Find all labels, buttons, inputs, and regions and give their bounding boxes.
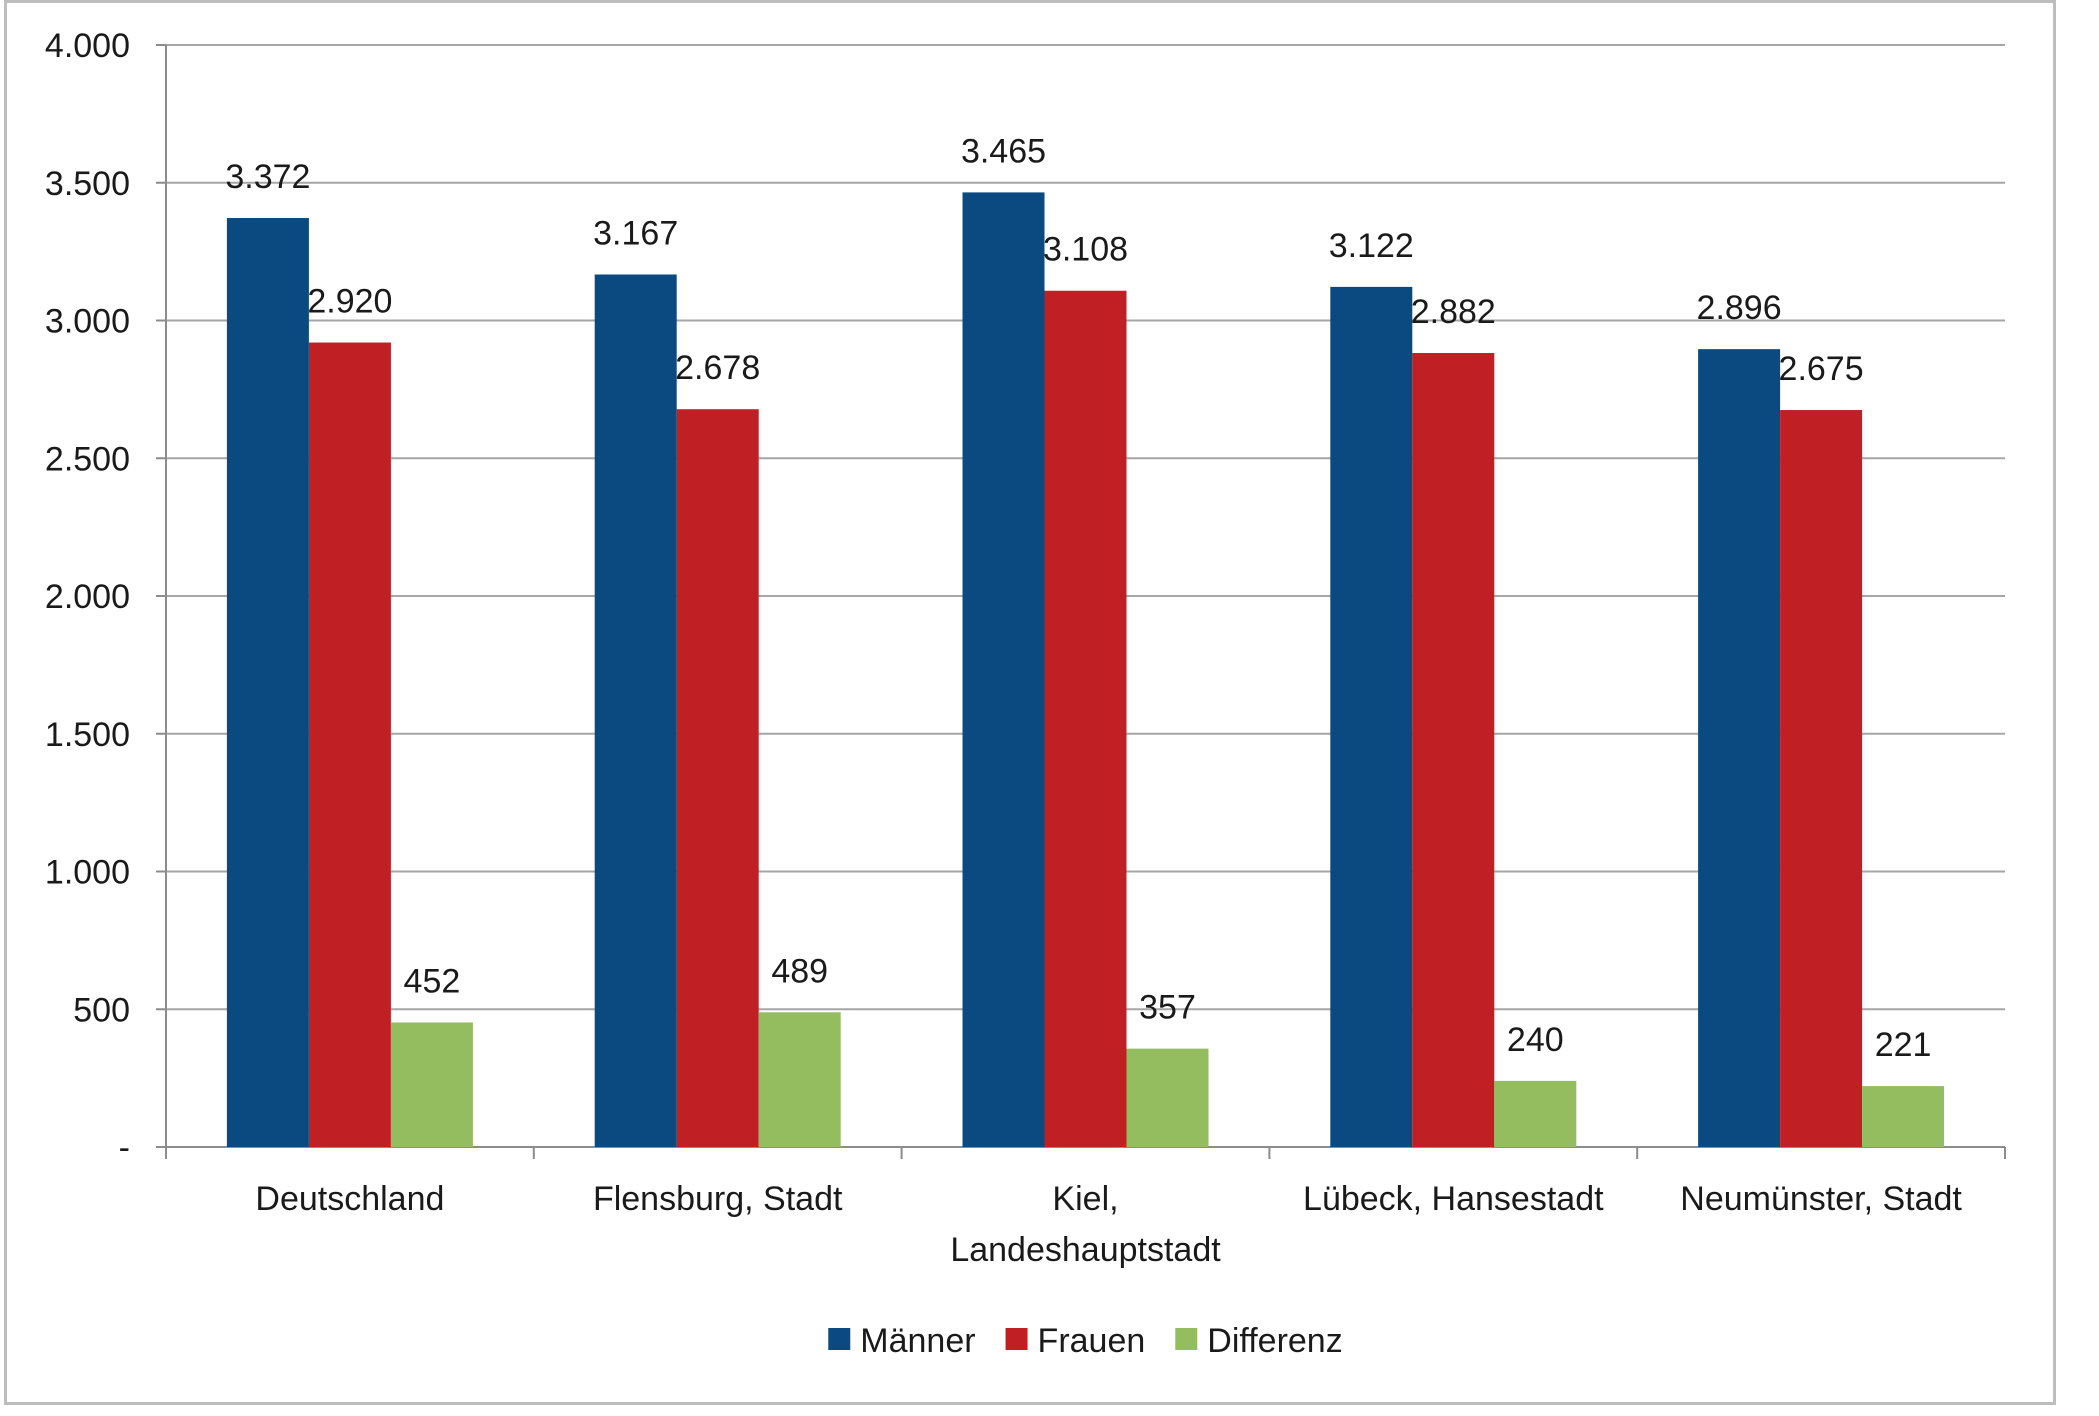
x-category-label: Kiel, — [1052, 1180, 1118, 1218]
bar-frauen — [1044, 290, 1127, 1148]
legend-swatch-differenz — [1175, 1328, 1198, 1350]
data-label: 221 — [1875, 1026, 1932, 1064]
data-label: 357 — [1139, 989, 1196, 1027]
legend: Männer Frauen Differenz — [828, 1322, 1343, 1360]
bar-männer — [226, 218, 309, 1147]
y-tick-label: - — [119, 1129, 130, 1167]
bar-differenz — [1862, 1086, 1945, 1147]
legend-label: Differenz — [1207, 1322, 1342, 1360]
legend-label: Männer — [860, 1322, 975, 1360]
bar-frauen — [1780, 410, 1863, 1148]
data-label: 2.675 — [1779, 350, 1864, 388]
data-label: 240 — [1507, 1021, 1564, 1059]
y-tick-label: 1.000 — [45, 854, 130, 892]
bar-frauen — [308, 342, 391, 1147]
bar-männer — [594, 274, 677, 1148]
bar-frauen — [1412, 353, 1495, 1147]
data-label: 2.920 — [307, 283, 392, 321]
data-label: 3.108 — [1043, 231, 1128, 269]
bar-frauen — [676, 409, 759, 1147]
bar-männer — [962, 192, 1045, 1147]
y-tick-label: 3.000 — [45, 303, 130, 341]
data-label: 3.122 — [1329, 227, 1414, 265]
y-tick-label: 500 — [73, 991, 130, 1029]
bar-differenz — [1494, 1080, 1577, 1147]
bar-differenz — [390, 1022, 473, 1147]
data-label: 3.465 — [961, 132, 1046, 170]
bar-differenz — [758, 1012, 841, 1147]
y-tick-label: 2.500 — [45, 440, 130, 478]
legend-swatch-frauen — [1005, 1328, 1028, 1350]
data-label: 452 — [404, 962, 461, 1000]
y-tick-label: 3.500 — [45, 165, 130, 203]
x-category-label: Lübeck, Hansestadt — [1303, 1180, 1604, 1218]
data-label: 2.882 — [1411, 293, 1496, 331]
legend-label: Frauen — [1038, 1322, 1146, 1360]
x-category-label: Deutschland — [255, 1180, 444, 1218]
x-category-label: Neumünster, Stadt — [1680, 1180, 1962, 1218]
x-category-label: Flensburg, Stadt — [593, 1180, 843, 1218]
data-label: 489 — [771, 952, 828, 990]
data-label: 2.896 — [1697, 289, 1782, 327]
y-tick-label: 2.000 — [45, 578, 130, 616]
y-tick-label: 4.000 — [45, 27, 130, 65]
y-tick-label: 1.500 — [45, 716, 130, 754]
data-labels: 3.372 2.920 452 3.167 2.678 489 3.465 3.108 357 3… — [225, 132, 1931, 1064]
bars — [226, 192, 1945, 1148]
data-label: 3.167 — [593, 214, 678, 252]
data-label: 3.372 — [225, 158, 310, 196]
x-category-label: Landeshauptstadt — [950, 1231, 1221, 1269]
bar-differenz — [1126, 1048, 1209, 1147]
data-label: 2.678 — [675, 349, 760, 387]
legend-swatch-männer — [828, 1328, 851, 1350]
bar-männer — [1330, 286, 1413, 1147]
bar-männer — [1698, 349, 1781, 1148]
